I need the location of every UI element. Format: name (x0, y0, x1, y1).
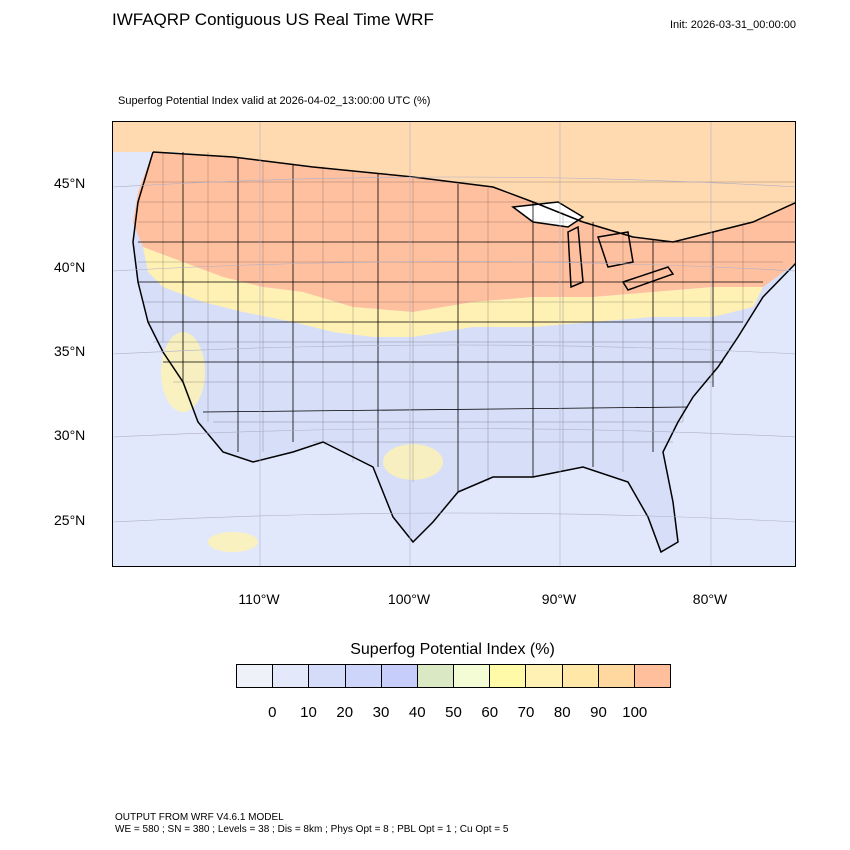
colorbar-swatch (634, 665, 671, 687)
graticule (113, 122, 795, 566)
colorbar-tick-label: 50 (445, 704, 462, 721)
colorbar-tick-label: 60 (481, 704, 499, 721)
colorbar-swatch (273, 665, 310, 687)
colorbar-swatch (309, 665, 346, 687)
lon-label-110w: 110°W (238, 591, 280, 607)
colorbar-tick-label: 90 (590, 704, 607, 721)
mid-band-fill (143, 247, 763, 337)
colorbar-swatch (526, 665, 563, 687)
lat-label-35: 35°N (54, 343, 86, 359)
colorbar-swatch (381, 665, 418, 687)
lat-label-30: 30°N (54, 427, 86, 443)
us-outline (132, 151, 795, 554)
lat-label-25: 25°N (54, 512, 86, 528)
colorbar-swatch (490, 665, 527, 687)
colorbar-swatch (454, 665, 491, 687)
lon-label-80w: 80°W (692, 591, 728, 607)
colorbar-tick-label: 100 (622, 704, 648, 721)
colorbar-swatch (345, 665, 382, 687)
plot-title: IWFAQRP Contiguous US Real Time WRF (112, 10, 434, 29)
map-canvas (113, 122, 795, 566)
lon-label-90w: 90°W (541, 591, 577, 607)
county-boundaries (138, 152, 795, 482)
colorbar-tick-label: 80 (553, 704, 571, 721)
colorbar-swatch (237, 665, 274, 687)
lat-label-40: 40°N (54, 259, 86, 275)
colorbar-title: Superfog Potential Index (%) (350, 641, 555, 658)
lat-label-45: 45°N (54, 175, 86, 191)
colorbar-swatch (598, 665, 635, 687)
forecast-map (112, 121, 796, 567)
colorbar-tick-label: 0 (268, 704, 277, 721)
colorbar-tick-label: 20 (336, 704, 354, 721)
colorbar-tick-label: 10 (300, 704, 317, 721)
colorbar-tick-label: 30 (372, 704, 390, 721)
lon-label-100w: 100°W (387, 591, 431, 607)
footer-model: OUTPUT FROM WRF V4.6.1 MODEL (115, 812, 284, 823)
north-high-fill (133, 152, 795, 312)
colorbar-swatch (417, 665, 455, 687)
colorbar-swatch (562, 665, 599, 687)
plot-subtitle: Superfog Potential Index valid at 2026-0… (118, 95, 431, 107)
colorbar-tick-label: 70 (517, 704, 535, 721)
colorbar-tick-label: 40 (408, 704, 426, 721)
colorbar (236, 664, 671, 688)
footer-config: WE = 580 ; SN = 380 ; Levels = 38 ; Dis … (115, 824, 509, 835)
baja-patch (208, 532, 258, 552)
init-time: Init: 2026-03-31_00:00:00 (670, 19, 796, 31)
